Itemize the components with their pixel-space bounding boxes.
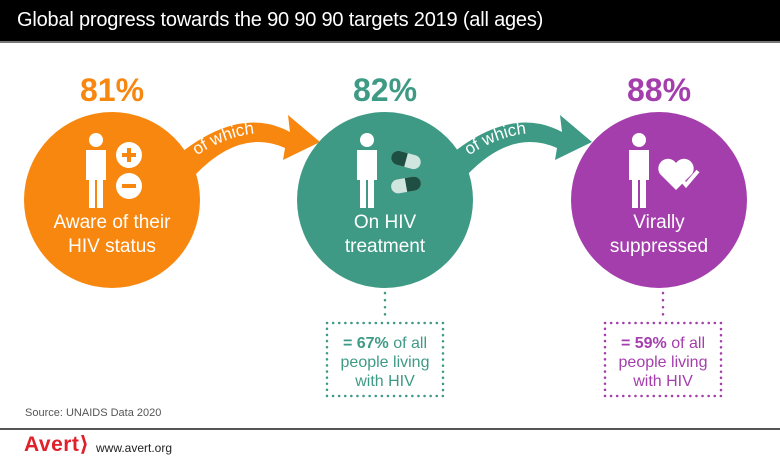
note3-line2: people living	[619, 354, 708, 371]
stage2-circle	[297, 112, 473, 288]
stage3-percent: 88%	[627, 72, 691, 108]
stage3-label-line1: Virally	[633, 212, 685, 233]
person-icon	[86, 133, 106, 208]
stage1-label-line1: Aware of their	[54, 212, 172, 233]
source-note: Source: UNAIDS Data 2020	[25, 407, 162, 419]
website-link[interactable]: www.avert.org	[96, 441, 173, 455]
arrow-2: of which	[450, 115, 592, 175]
svg-text:= 59% of all: = 59% of all	[621, 335, 705, 352]
minus-icon	[116, 173, 142, 199]
stage3-label-line2: suppressed	[610, 236, 708, 257]
svg-text:= 67% of all: = 67% of all	[343, 335, 427, 352]
footer-divider	[0, 428, 780, 430]
stage1-circle	[24, 112, 200, 288]
pill-icon	[391, 150, 421, 170]
note2-line2: people living	[341, 354, 430, 371]
stage1-percent: 81%	[80, 72, 144, 108]
plus-icon	[116, 142, 142, 168]
note3-value: = 59%	[621, 335, 667, 352]
stage3-note: = 59% of all people living with HIV	[603, 291, 723, 398]
note2-line3: with HIV	[354, 373, 415, 390]
arrow-1: of which	[178, 115, 320, 175]
stage3-circle	[571, 112, 747, 288]
page-title: Global progress towards the 90 90 90 tar…	[17, 9, 544, 31]
stage1-label-line2: HIV status	[68, 236, 156, 257]
logo-mark-icon: ⟩	[79, 433, 90, 456]
stage2-note: = 67% of all people living with HIV	[325, 291, 445, 398]
pill-icon	[391, 176, 421, 194]
heart-check-icon	[658, 158, 700, 190]
stage2-percent: 82%	[353, 72, 417, 108]
person-icon	[357, 133, 377, 208]
stage2-label-line1: On HIV	[354, 212, 417, 233]
note3-line3: with HIV	[632, 373, 693, 390]
note2-value: = 67%	[343, 335, 389, 352]
stage2-label-line2: treatment	[345, 236, 426, 257]
person-icon	[629, 133, 649, 208]
avert-logo: Avert⟩	[24, 433, 90, 456]
header-bar: Global progress towards the 90 90 90 tar…	[0, 0, 780, 43]
